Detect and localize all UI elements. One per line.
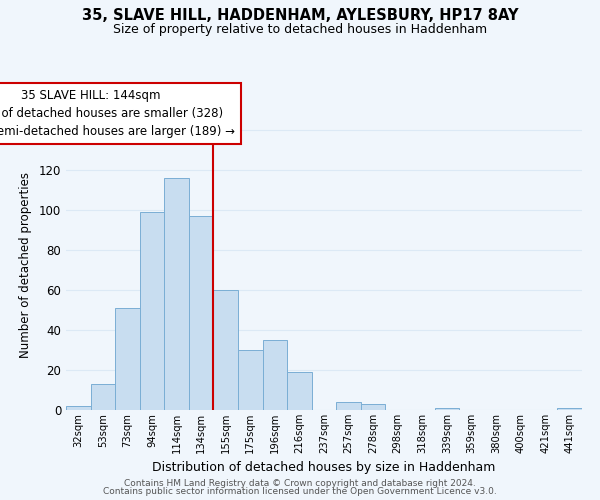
Y-axis label: Number of detached properties: Number of detached properties [19, 172, 32, 358]
Bar [214, 290, 238, 410]
Bar [164, 178, 189, 410]
Text: 35, SLAVE HILL, HADDENHAM, AYLESBURY, HP17 8AY: 35, SLAVE HILL, HADDENHAM, AYLESBURY, HP… [82, 8, 518, 22]
Text: Contains public sector information licensed under the Open Government Licence v3: Contains public sector information licen… [103, 488, 497, 496]
Bar [336, 402, 361, 410]
Bar [238, 350, 263, 410]
Text: 35 SLAVE HILL: 144sqm
← 62% of detached houses are smaller (328)
36% of semi-det: 35 SLAVE HILL: 144sqm ← 62% of detached … [0, 89, 235, 138]
Bar [140, 212, 164, 410]
Text: Contains HM Land Registry data © Crown copyright and database right 2024.: Contains HM Land Registry data © Crown c… [124, 478, 476, 488]
Bar [263, 340, 287, 410]
Bar [434, 408, 459, 410]
X-axis label: Distribution of detached houses by size in Haddenham: Distribution of detached houses by size … [152, 462, 496, 474]
Bar [361, 404, 385, 410]
Bar [115, 308, 140, 410]
Bar [557, 408, 582, 410]
Bar [66, 406, 91, 410]
Text: Size of property relative to detached houses in Haddenham: Size of property relative to detached ho… [113, 22, 487, 36]
Bar [91, 384, 115, 410]
Bar [287, 372, 312, 410]
Bar [189, 216, 214, 410]
